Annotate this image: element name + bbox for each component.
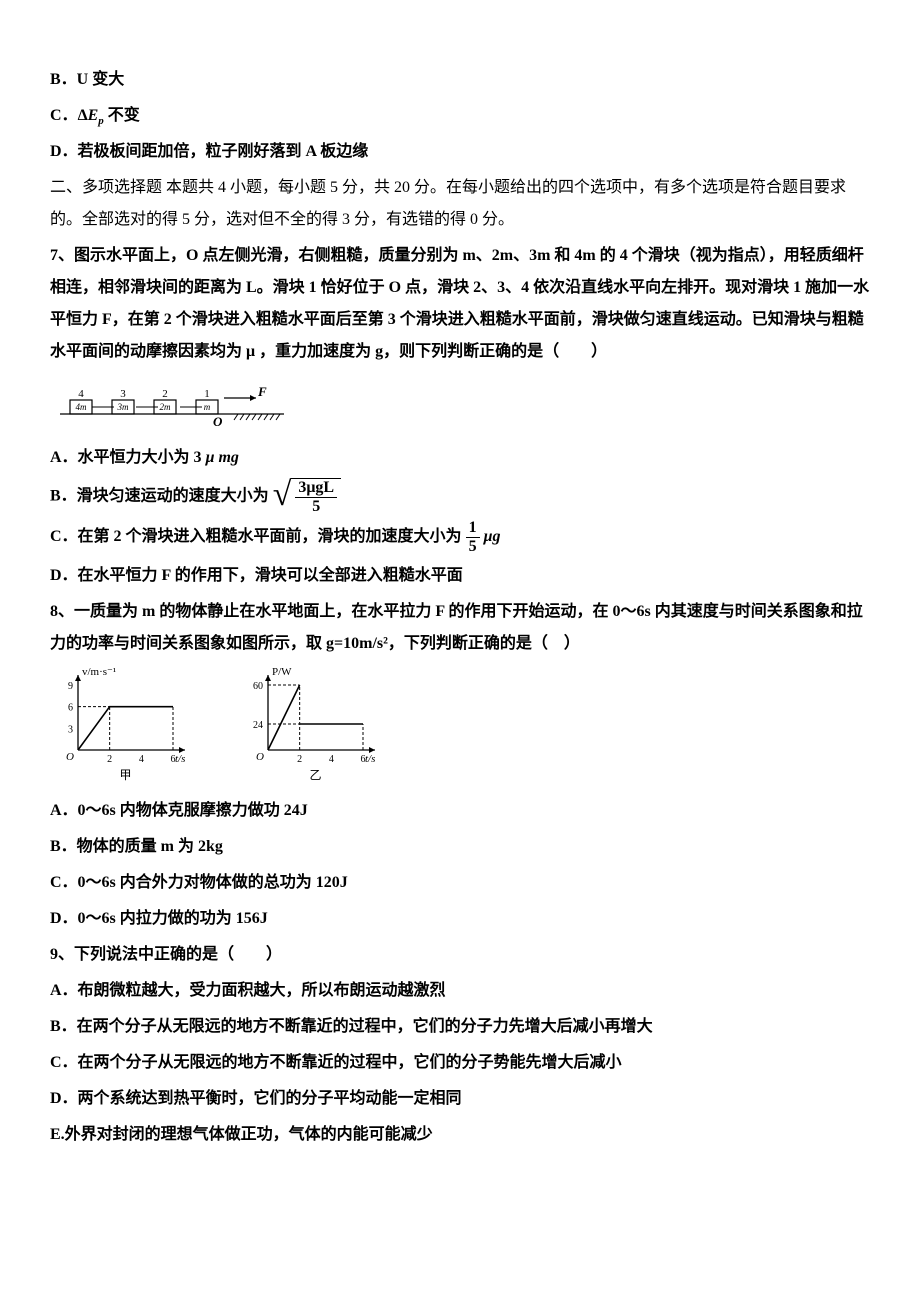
q9-stem: 9、下列说法中正确的是（ ） [50, 939, 870, 971]
svg-text:m: m [204, 402, 211, 412]
svg-text:F: F [257, 384, 267, 399]
q8-chart-velocity: v/m·s⁻¹ t/s O 3 6 9 2 4 6 甲 [50, 668, 200, 783]
q9-option-e: E.外界对封闭的理想气体做正功，气体的内能可能减少 [50, 1119, 870, 1151]
svg-text:4m: 4m [76, 402, 88, 412]
svg-text:9: 9 [68, 681, 73, 692]
section-2-instructions: 二、多项选择题 本题共 4 小题，每小题 5 分，共 20 分。在每小题给出的四… [50, 172, 870, 236]
q8-stem: 8、一质量为 m 的物体静止在水平地面上，在水平拉力 F 的作用下开始运动，在 … [50, 596, 870, 660]
svg-text:甲: 甲 [119, 768, 131, 782]
svg-text:3m: 3m [117, 402, 130, 412]
svg-text:t/s: t/s [365, 753, 375, 765]
svg-text:2: 2 [297, 754, 302, 765]
q7-option-a: A．水平恒力大小为 3 μ mg [50, 442, 870, 474]
q7-c-num: 1 [466, 519, 480, 538]
svg-text:6: 6 [68, 702, 73, 713]
svg-text:60: 60 [253, 681, 263, 692]
q9-option-d: D．两个系统达到热平衡时，它们的分子平均动能一定相同 [50, 1083, 870, 1115]
svg-text:4: 4 [139, 754, 144, 765]
q8-figures: v/m·s⁻¹t/sO369246甲 P/Wt/sO2460246乙 [50, 668, 870, 783]
q7-option-d: D．在水平恒力 F 的作用下，滑块可以全部进入粗糙水平面 [50, 560, 870, 592]
svg-text:O: O [256, 751, 264, 763]
svg-text:6: 6 [361, 754, 366, 765]
q8-option-d: D．0～6s 内拉力做的功为 156J [50, 903, 870, 935]
q9-option-a: A．布朗微粒越大，受力面积越大，所以布朗运动越激烈 [50, 975, 870, 1007]
svg-text:3: 3 [120, 388, 126, 400]
svg-text:4: 4 [329, 754, 334, 765]
svg-text:4: 4 [78, 388, 84, 400]
opt-c-suffix: 不变 [104, 107, 140, 124]
q7-b-den: 5 [309, 498, 323, 516]
q7-c-suffix: μg [480, 528, 501, 545]
q7-c-frac: 15 [466, 519, 480, 555]
opt-c-prefix: C． [50, 107, 78, 124]
opt-c-math: ΔEp [78, 107, 104, 124]
pre-option-b: B．U 变大 [50, 64, 870, 96]
svg-text:乙: 乙 [309, 768, 321, 782]
svg-text:24: 24 [253, 720, 263, 731]
svg-text:v/m·s⁻¹: v/m·s⁻¹ [82, 668, 116, 678]
q8-chart-power: P/Wt/sO2460246乙 [240, 668, 390, 783]
svg-text:6: 6 [171, 754, 176, 765]
svg-text:2: 2 [107, 754, 112, 765]
q7-diagram: 4m43m32m2m1 O F [58, 376, 870, 428]
svg-text:t/s: t/s [175, 753, 185, 765]
q7-b-num: 3μgL [298, 479, 334, 496]
q7-stem: 7、图示水平面上，O 点左侧光滑，右侧粗糙，质量分别为 m、2m、3m 和 4m… [50, 240, 870, 368]
q7-b-prefix: B．滑块匀速运动的速度大小为 [50, 487, 273, 504]
q8-option-c: C．0～6s 内合外力对物体做的总功为 120J [50, 867, 870, 899]
svg-text:1: 1 [204, 388, 210, 400]
q9-option-b: B．在两个分子从无限远的地方不断靠近的过程中，它们的分子力先增大后减小再增大 [50, 1011, 870, 1043]
svg-text:3: 3 [68, 724, 73, 735]
q7-option-c: C．在第 2 个滑块进入粗糙水平面前，滑块的加速度大小为 15 μg [50, 519, 870, 555]
pre-option-c: C．ΔEp 不变 [50, 100, 870, 132]
q7-option-b: B．滑块匀速运动的速度大小为 √3μgL5 [50, 478, 870, 515]
pre-option-d: D．若极板间距加倍，粒子刚好落到 A 板边缘 [50, 136, 870, 168]
svg-text:P/W: P/W [272, 668, 292, 678]
svg-text:O: O [213, 414, 223, 428]
q8-option-a: A．0～6s 内物体克服摩擦力做功 24J [50, 795, 870, 827]
q7-c-den: 5 [466, 538, 480, 556]
sqrt-icon: √3μgL5 [273, 478, 341, 515]
svg-text:2: 2 [162, 388, 168, 400]
q9-option-c: C．在两个分子从无限远的地方不断靠近的过程中，它们的分子势能先增大后减小 [50, 1047, 870, 1079]
svg-text:O: O [66, 751, 74, 763]
q7-c-prefix: C．在第 2 个滑块进入粗糙水平面前，滑块的加速度大小为 [50, 528, 466, 545]
svg-text:2m: 2m [160, 402, 172, 412]
q8-option-b: B．物体的质量 m 为 2kg [50, 831, 870, 863]
